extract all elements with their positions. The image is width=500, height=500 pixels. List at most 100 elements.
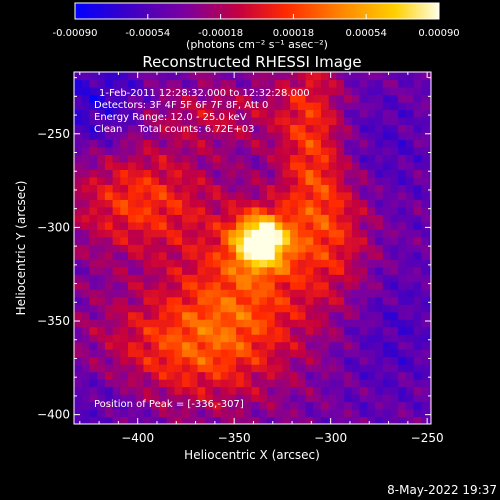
heatmap-cell [74, 94, 83, 103]
heatmap-cell [220, 334, 229, 343]
heatmap-cell [259, 161, 268, 170]
heatmap-cell [104, 251, 114, 260]
heatmap-cell [359, 184, 368, 193]
heatmap-cell [321, 304, 330, 313]
heatmap-cell [274, 206, 284, 215]
heatmap-cell [89, 296, 98, 305]
heatmap-cell [236, 274, 245, 283]
heatmap-cell [282, 409, 291, 418]
heatmap-cell [182, 319, 191, 328]
heatmap-cell [143, 101, 152, 111]
heatmap-cell [228, 139, 237, 148]
heatmap-cell [112, 109, 121, 118]
heatmap-cell [390, 146, 399, 155]
heatmap-cell [220, 266, 229, 275]
heatmap-cell [212, 364, 222, 373]
heatmap-cell [251, 79, 260, 88]
heatmap-cell [143, 349, 152, 358]
heatmap-cell [182, 289, 191, 298]
heatmap-cell [74, 251, 83, 260]
heatmap-cell [259, 236, 268, 245]
heatmap-cell [305, 169, 314, 178]
heatmap-cell [282, 259, 291, 268]
heatmap-cell [220, 184, 229, 193]
heatmap-cell [390, 296, 399, 305]
x-tick-label: −300 [314, 431, 347, 445]
heatmap-cell [135, 221, 145, 230]
heatmap-cell [328, 281, 338, 290]
heatmap-cell [421, 371, 430, 380]
heatmap-cell [305, 311, 314, 320]
heatmap-cell [81, 184, 91, 193]
heatmap-cell [74, 274, 83, 283]
heatmap-cell [158, 86, 168, 96]
heatmap-cell [282, 229, 291, 238]
heatmap-cell [205, 251, 214, 260]
heatmap-cell [228, 154, 237, 163]
heatmap-cell [189, 79, 199, 88]
heatmap-cell [336, 169, 345, 178]
heatmap-cell [405, 244, 415, 253]
x-tick-label: −400 [121, 431, 154, 445]
heatmap-cell [382, 311, 392, 320]
heatmap-cell [375, 101, 384, 111]
heatmap-cell [313, 79, 322, 88]
heatmap-cell [128, 139, 137, 148]
heatmap-cell [274, 281, 284, 290]
heatmap-cell [282, 79, 291, 88]
heatmap-cell [128, 184, 137, 193]
heatmap-cell [174, 281, 183, 290]
heatmap-cell [359, 304, 368, 313]
heatmap-cell [305, 206, 314, 215]
heatmap-cell [120, 191, 129, 200]
heatmap-cell [197, 281, 206, 290]
heatmap-cell [405, 416, 415, 424]
heatmap-cell [212, 289, 222, 298]
heatmap-cell [313, 259, 322, 268]
heatmap-cell [359, 191, 368, 200]
heatmap-cell [429, 236, 431, 245]
heatmap-cell [166, 221, 175, 230]
heatmap-cell [143, 394, 152, 403]
heatmap-cell [197, 401, 206, 410]
heatmap-cell [282, 386, 291, 395]
heatmap-cell [282, 124, 291, 133]
heatmap-cell [205, 296, 214, 305]
heatmap-cell [128, 191, 137, 200]
heatmap-cell [429, 401, 431, 410]
heatmap-cell [382, 281, 392, 290]
heatmap-cell [313, 124, 322, 133]
heatmap-cell [359, 409, 368, 418]
heatmap-cell [104, 416, 114, 424]
heatmap-cell [313, 86, 322, 96]
heatmap-cell [135, 251, 145, 260]
heatmap-cell [251, 416, 260, 424]
heatmap-cell [328, 72, 338, 81]
heatmap-cell [282, 94, 291, 103]
heatmap-cell [259, 72, 268, 81]
heatmap-cell [228, 259, 237, 268]
heatmap-cell [97, 416, 106, 424]
heatmap-cell [313, 401, 322, 410]
heatmap-cell [205, 244, 214, 253]
heatmap-cell [166, 139, 175, 148]
heatmap-cell [97, 154, 106, 163]
heatmap-cell [367, 281, 376, 290]
heatmap-cell [197, 304, 206, 313]
heatmap-cell [398, 214, 407, 223]
heatmap-cell [305, 176, 314, 185]
heatmap-cell [429, 356, 431, 365]
heatmap-cell [375, 296, 384, 305]
heatmap-cell [367, 86, 376, 96]
heatmap-cell [97, 131, 106, 140]
annotation-peak: Position of Peak = [-336,-307] [94, 399, 244, 410]
heatmap-cell [135, 214, 145, 223]
heatmap-cell [313, 221, 322, 230]
heatmap-cell [382, 401, 392, 410]
heatmap-cell [220, 319, 229, 328]
heatmap-cell [266, 116, 276, 126]
heatmap-cell [398, 364, 407, 373]
heatmap-cell [259, 131, 268, 140]
heatmap-cell [158, 244, 168, 253]
heatmap-cell [81, 371, 91, 380]
